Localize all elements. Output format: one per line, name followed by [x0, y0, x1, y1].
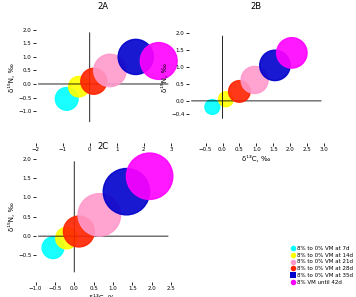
Title: 2B: 2B: [251, 2, 262, 11]
Circle shape: [55, 88, 78, 110]
X-axis label: δ¹³C, ‰: δ¹³C, ‰: [89, 154, 117, 162]
Circle shape: [78, 194, 121, 236]
X-axis label: δ¹³C, ‰: δ¹³C, ‰: [242, 154, 271, 162]
Circle shape: [56, 227, 77, 249]
Circle shape: [229, 80, 250, 102]
Title: 2C: 2C: [98, 142, 109, 151]
Circle shape: [205, 99, 220, 114]
Circle shape: [103, 168, 150, 215]
Y-axis label: δ¹⁵N, ‰: δ¹⁵N, ‰: [8, 202, 15, 231]
Legend: 8% to 0% VM at 7d, 8% to 0% VM at 14d, 8% to 0% VM at 21d, 8% to 0% VM at 28d, 8: 8% to 0% VM at 7d, 8% to 0% VM at 14d, 8…: [291, 246, 353, 285]
Circle shape: [63, 216, 94, 247]
Circle shape: [118, 39, 153, 75]
Circle shape: [241, 67, 268, 94]
Circle shape: [140, 42, 177, 79]
Circle shape: [94, 54, 126, 87]
Circle shape: [260, 50, 290, 80]
Y-axis label: δ¹⁵N, ‰: δ¹⁵N, ‰: [161, 63, 168, 92]
Circle shape: [81, 68, 107, 94]
Y-axis label: δ¹⁵N, ‰: δ¹⁵N, ‰: [8, 63, 15, 92]
Circle shape: [219, 92, 233, 107]
Circle shape: [69, 76, 89, 97]
Circle shape: [126, 153, 173, 199]
Title: 2A: 2A: [98, 2, 109, 11]
X-axis label: δ¹³C, ‰: δ¹³C, ‰: [89, 294, 117, 297]
Circle shape: [277, 38, 307, 68]
Circle shape: [42, 237, 64, 259]
